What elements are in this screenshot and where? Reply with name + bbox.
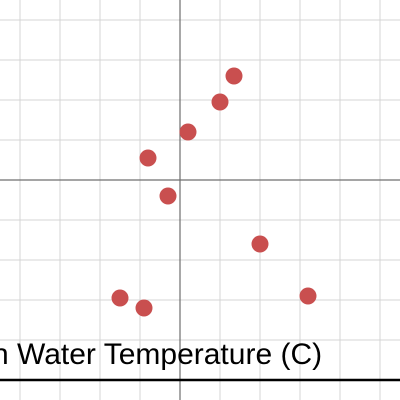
data-point-8 [111,289,129,307]
data-point-2 [211,93,229,111]
data-point-7 [299,287,317,305]
data-point-9 [135,299,153,317]
data-point-6 [251,235,269,253]
x-axis-label: n Water Temperature (C) [0,338,322,371]
data-points [111,67,317,317]
data-point-1 [225,67,243,85]
data-point-3 [179,123,197,141]
data-point-5 [159,187,177,205]
data-point-4 [139,149,157,167]
